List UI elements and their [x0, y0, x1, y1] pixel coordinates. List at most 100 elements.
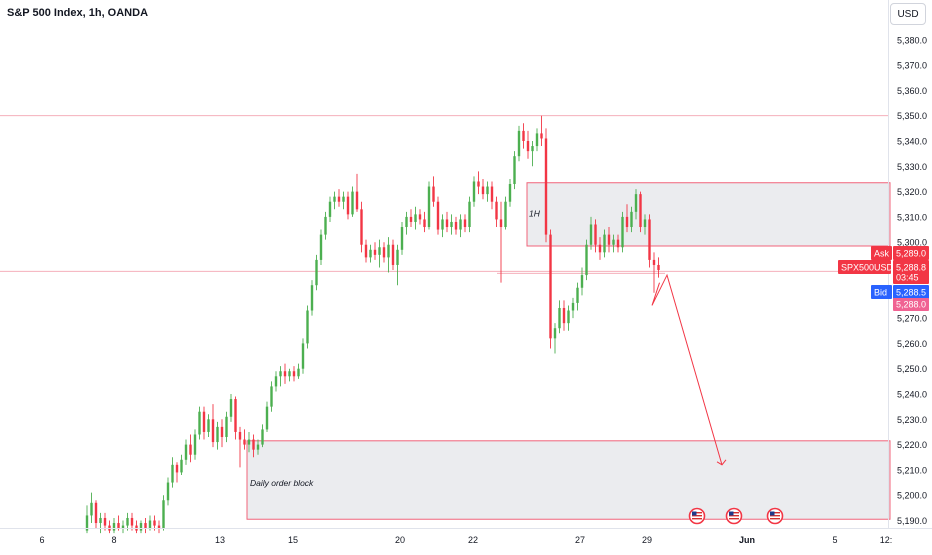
candle-body — [265, 406, 269, 430]
x-tick-label: 5 — [832, 535, 837, 545]
us-flag-event-icon[interactable] — [766, 507, 784, 525]
y-tick-label: 5,370.0 — [897, 61, 927, 71]
chart-title: S&P 500 Index, 1h, OANDA — [7, 7, 149, 19]
candle — [423, 211, 426, 233]
x-tick-label: 22 — [468, 535, 478, 545]
candle-body — [499, 219, 503, 228]
candle-body — [243, 439, 246, 445]
zone-box[interactable] — [526, 182, 891, 247]
bid-label-tag: Bid — [871, 285, 892, 299]
candle-body — [540, 133, 543, 139]
candle-body — [517, 130, 521, 157]
candle — [229, 394, 233, 422]
candle — [333, 191, 336, 210]
zone-box[interactable] — [246, 440, 891, 520]
candle — [301, 338, 305, 374]
candle-body — [382, 247, 386, 258]
candle-body — [130, 517, 134, 526]
candle-body — [625, 216, 629, 228]
ask-label-tag-bg — [871, 246, 892, 260]
candle-body — [369, 249, 372, 258]
candle — [261, 424, 264, 448]
candle-body — [315, 259, 318, 286]
candle-body — [297, 368, 300, 377]
y-tick-label: 5,340.0 — [897, 137, 927, 147]
candle-body — [607, 234, 611, 245]
us-flag-event-icon[interactable] — [688, 507, 706, 525]
candle-body — [504, 201, 507, 228]
candle-body — [576, 287, 579, 303]
candle — [256, 439, 260, 455]
candle-body — [364, 244, 368, 258]
candle — [274, 371, 278, 392]
ask-value-tag: 5,289.0 — [893, 246, 929, 260]
candle-body — [472, 181, 476, 202]
y-tick-label: 5,210.0 — [897, 465, 927, 475]
x-tick-label: 8 — [111, 535, 116, 545]
candle — [418, 209, 422, 225]
candle — [639, 191, 642, 233]
candle-body — [346, 196, 350, 215]
candle-body — [423, 219, 426, 228]
us-flag-event-icon[interactable] — [725, 507, 743, 525]
candle — [319, 229, 323, 265]
candle — [634, 189, 638, 220]
candle-body — [274, 376, 278, 387]
candle — [378, 239, 381, 268]
candle-body — [207, 419, 210, 432]
flag-stripe — [770, 515, 780, 517]
candle — [630, 206, 633, 233]
candle-body — [589, 224, 593, 245]
currency-button[interactable]: USD — [890, 3, 926, 25]
candle-body — [396, 249, 399, 265]
candle-body — [216, 426, 219, 443]
candle — [589, 216, 593, 250]
candle-body — [139, 523, 143, 531]
candle — [508, 178, 512, 207]
candle — [535, 128, 539, 152]
candle-body — [558, 307, 561, 329]
last-price-tag-text: 5,288.8 — [896, 263, 926, 273]
candle-body — [450, 221, 453, 228]
candle — [328, 196, 332, 222]
candle — [99, 512, 102, 534]
candle — [549, 229, 552, 349]
candle — [558, 300, 561, 334]
candle-body — [288, 371, 291, 377]
candle-body — [153, 520, 156, 526]
candle — [297, 363, 300, 379]
candle-body — [85, 515, 89, 531]
candle — [139, 520, 143, 534]
x-tick-label: 6 — [39, 535, 44, 545]
candle — [468, 196, 471, 233]
candle-body — [355, 191, 359, 210]
candle-body — [184, 444, 188, 460]
candle — [265, 401, 269, 432]
y-tick-label: 5,270.0 — [897, 314, 927, 324]
candle — [490, 181, 494, 210]
low-value-tag-bg — [893, 298, 929, 311]
candle — [355, 173, 359, 212]
candle-body — [454, 221, 458, 230]
candle-body — [634, 194, 638, 212]
candle — [504, 196, 507, 230]
candle — [90, 492, 93, 524]
candle — [369, 244, 372, 263]
candle-body — [562, 307, 566, 324]
candle — [364, 239, 368, 263]
candle-body — [549, 234, 552, 339]
candle — [391, 239, 395, 271]
flag-stripe — [770, 518, 780, 520]
candle-body — [238, 431, 242, 440]
zone-label: Daily order block — [250, 478, 314, 488]
candle-body — [490, 186, 494, 202]
candle-body — [252, 439, 255, 450]
y-tick-label: 5,200.0 — [897, 491, 927, 501]
symbol-tag-text: SPX500USD — [841, 263, 894, 273]
candle-body — [171, 464, 174, 483]
candle — [405, 211, 408, 235]
flag-stripe — [770, 512, 780, 514]
ask-value-tag-bg — [893, 246, 929, 260]
